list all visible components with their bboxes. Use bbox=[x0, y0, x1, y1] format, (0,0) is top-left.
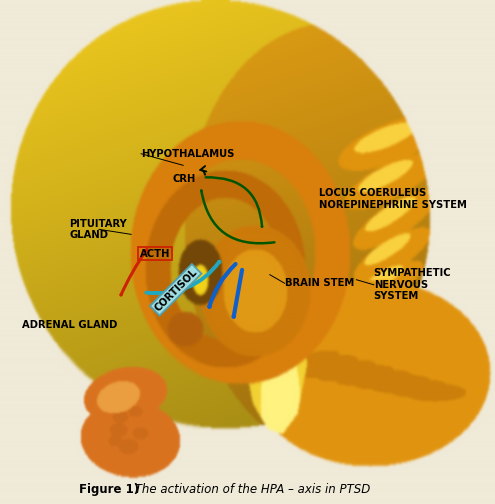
Text: Figure 1): Figure 1) bbox=[79, 483, 139, 496]
Text: LOCUS COERULEUS
NOREPINEPHRINE SYSTEM: LOCUS COERULEUS NOREPINEPHRINE SYSTEM bbox=[319, 188, 467, 210]
Text: CORTISOL: CORTISOL bbox=[152, 267, 199, 313]
Text: ADRENAL GLAND: ADRENAL GLAND bbox=[22, 320, 118, 330]
Text: CRH: CRH bbox=[172, 174, 196, 184]
Text: ACTH: ACTH bbox=[140, 248, 170, 259]
Text: BRAIN STEM: BRAIN STEM bbox=[285, 278, 354, 288]
Text: SYMPATHETIC
NERVOUS
SYSTEM: SYMPATHETIC NERVOUS SYSTEM bbox=[374, 268, 451, 301]
Text: PITUITARY
GLAND: PITUITARY GLAND bbox=[69, 219, 127, 240]
Text: HYPOTHALAMUS: HYPOTHALAMUS bbox=[141, 149, 235, 159]
Text: The activation of the HPA – axis in PTSD: The activation of the HPA – axis in PTSD bbox=[131, 483, 370, 496]
